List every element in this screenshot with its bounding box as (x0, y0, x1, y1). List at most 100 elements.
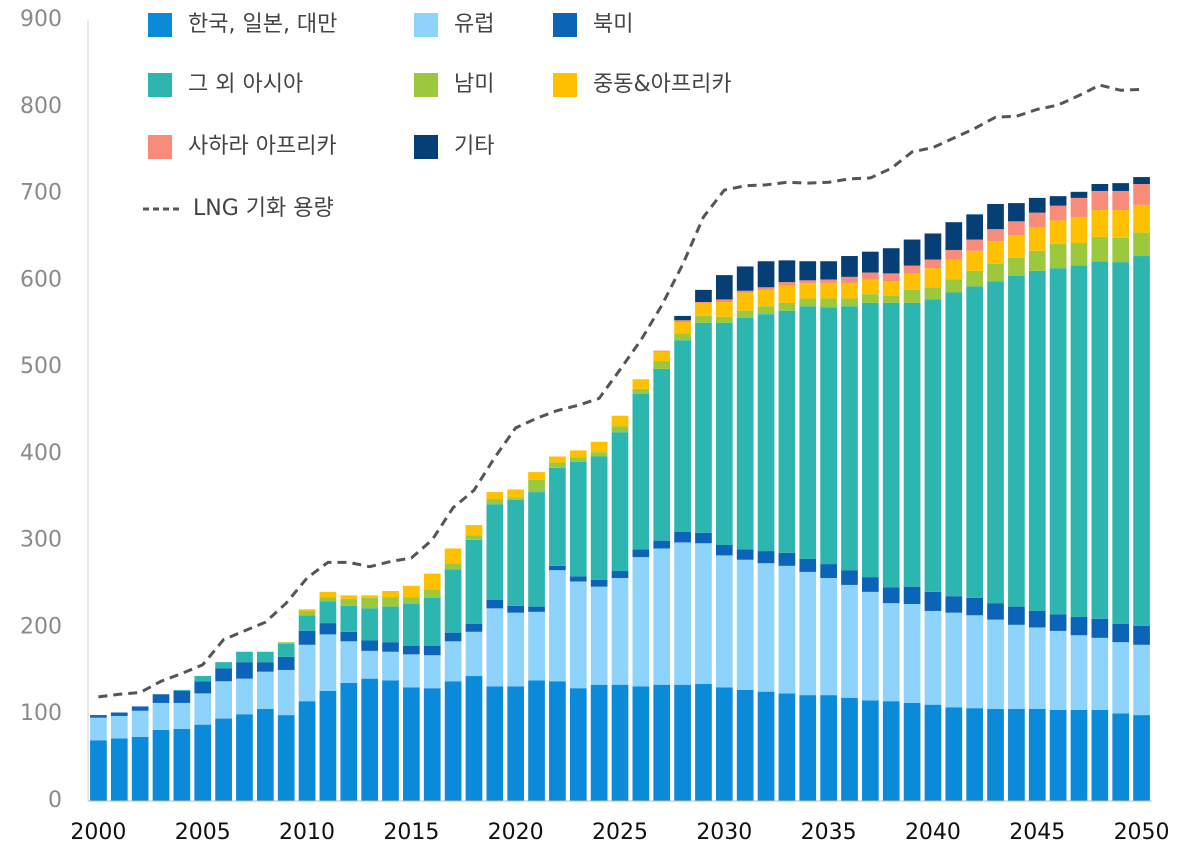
bar-segment (256, 651, 274, 663)
bar-segment (820, 261, 837, 280)
bar-segment (1133, 644, 1150, 716)
bar-segment (403, 687, 420, 801)
bar-segment (1070, 709, 1088, 801)
bar-segment (319, 634, 337, 691)
bar-segment (319, 591, 337, 598)
bar-segment (778, 285, 796, 303)
bar-segment (715, 316, 733, 323)
bar-segment (695, 532, 712, 544)
bar-segment (486, 599, 504, 609)
bar-segment (549, 565, 566, 571)
bar-segment (966, 239, 984, 251)
bar-segment (528, 479, 545, 493)
bar-segment (611, 426, 629, 433)
bar-segment (382, 651, 399, 681)
bar-segment (903, 302, 921, 587)
bar-segment (924, 233, 942, 260)
bar-segment (924, 591, 942, 611)
bar-segment (799, 280, 817, 283)
bar-segment (1133, 232, 1150, 257)
x-tick-label: 2010 (279, 820, 335, 845)
bar-segment (507, 605, 525, 613)
bar-segment (924, 259, 942, 269)
bar-segment (736, 317, 754, 550)
bar-segment (924, 268, 942, 288)
bar-segment (924, 610, 942, 705)
bar-segment (1008, 709, 1025, 801)
bar-segment (528, 472, 545, 480)
bar-segment (528, 606, 545, 612)
bar-segment (173, 689, 191, 691)
bar-segment (882, 248, 900, 274)
bar-segment (549, 462, 566, 468)
y-tick-label: 900 (20, 7, 62, 32)
bar-segment (653, 540, 671, 549)
bar-segment (820, 307, 837, 565)
bar-segment (966, 270, 984, 287)
bar-segment (736, 549, 754, 560)
bar-segment (486, 499, 504, 505)
legend-swatch (148, 135, 172, 159)
bar-segment (423, 645, 441, 656)
legend-label: 그 외 아시아 (188, 72, 303, 97)
bar-segment (882, 273, 900, 282)
bar-segment (632, 686, 650, 801)
bar-segment (319, 690, 337, 801)
bar-segment (1070, 635, 1088, 710)
bar-segment (256, 671, 274, 710)
bar-segment (110, 712, 128, 716)
bar-segment (862, 279, 879, 295)
bar-segment (632, 557, 650, 687)
bar-segment (945, 259, 963, 280)
bar-segment (653, 548, 671, 685)
bar-segment (90, 715, 107, 718)
bar-segment (1091, 261, 1109, 619)
bar-segment (966, 286, 984, 598)
bar-segment (862, 700, 879, 801)
bar-segment (1070, 191, 1088, 198)
bar-segment (820, 279, 837, 283)
bar-segment (403, 597, 420, 605)
bar-segment (841, 584, 858, 698)
bar-segment (131, 710, 149, 737)
bar-segment (966, 250, 984, 271)
bar-segment (799, 282, 817, 299)
bar-segment (799, 261, 817, 281)
bar-segment (841, 306, 858, 571)
bar-segment (256, 709, 274, 801)
bar-segment (1091, 618, 1109, 638)
bar-segment (1091, 637, 1109, 710)
bar-segment (569, 461, 587, 577)
bar-segment (277, 643, 295, 657)
bar-segment (444, 681, 462, 801)
bar-segment (757, 691, 775, 801)
bar-segment (403, 604, 420, 646)
bar-segment (715, 322, 733, 546)
bar-segment (903, 239, 921, 266)
bar-segment (444, 641, 462, 682)
bar-segment (924, 299, 942, 592)
bar-segment (799, 306, 817, 559)
bar-segment (361, 650, 378, 679)
bar-segment (1133, 177, 1150, 185)
x-tick-label: 2040 (905, 820, 961, 845)
bar-segment (674, 340, 691, 532)
bar-segment (715, 687, 733, 801)
bar-segment (757, 563, 775, 692)
bar-segment (1091, 184, 1109, 191)
bar-segment (778, 302, 796, 311)
bar-segment (903, 702, 921, 801)
bar-segment (110, 738, 128, 801)
bar-segment (611, 684, 629, 801)
bar-segment (507, 612, 525, 687)
bar-segment (1008, 221, 1025, 236)
bar-segment (903, 586, 921, 605)
x-tick-label: 2020 (488, 820, 544, 845)
bar-segment (507, 499, 525, 606)
bar-segment (778, 693, 796, 801)
bar-segment (319, 623, 337, 635)
bar-segment (1008, 606, 1025, 625)
bar-segment (882, 281, 900, 296)
bar-segment (632, 394, 650, 550)
